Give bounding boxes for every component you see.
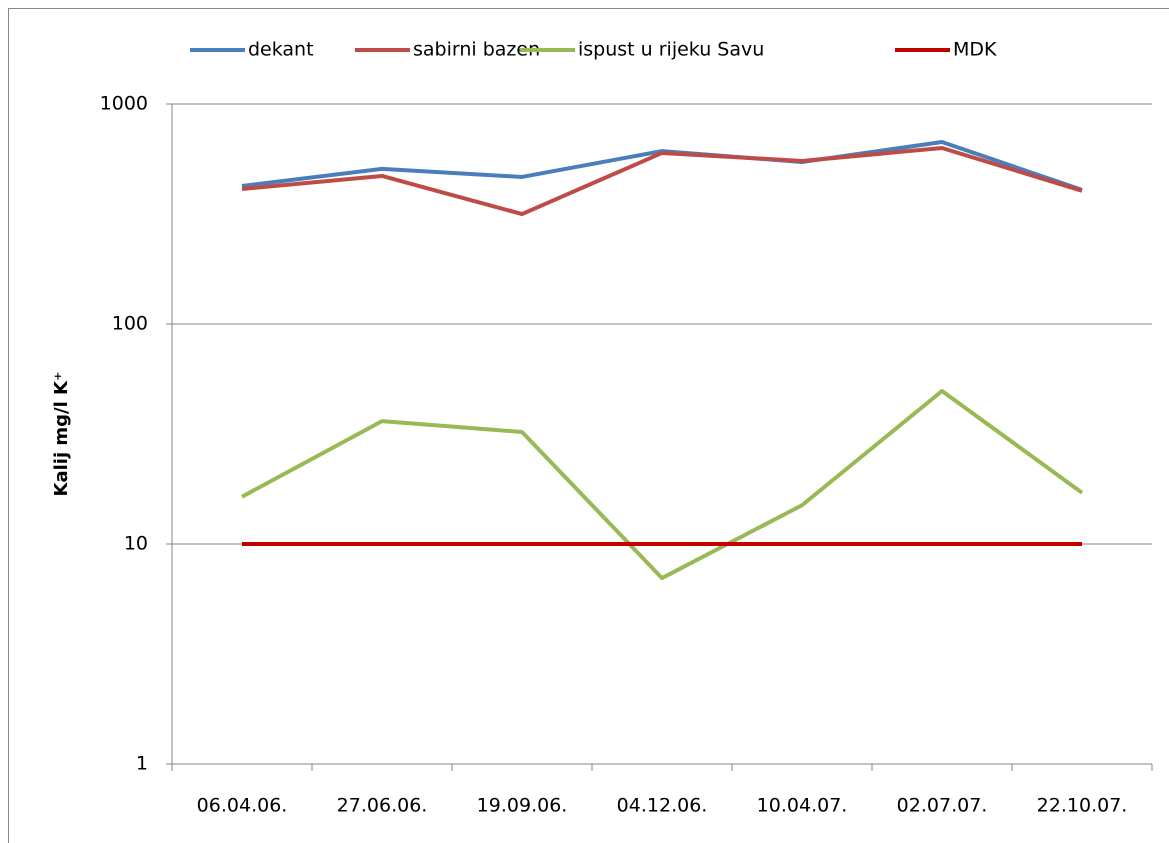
x-tick-label: 22.10.07.: [1037, 795, 1128, 817]
x-tick-label: 06.04.06.: [197, 795, 288, 817]
series-line: [241, 139, 1083, 192]
y-tick-label: 10: [124, 533, 148, 555]
x-tick-label: 27.06.06.: [337, 795, 428, 817]
x-tick-label: 19.09.06.: [477, 795, 568, 817]
legend-label: ispust u rijeku Savu: [578, 39, 764, 61]
y-tick-label: 1000: [100, 93, 148, 115]
x-tick-label: 10.04.07.: [757, 795, 848, 817]
legend-label: sabirni bazen: [413, 39, 540, 61]
y-tick-label: 100: [112, 313, 148, 335]
x-tick-label: 02.07.07.: [897, 795, 988, 817]
series-line: [241, 388, 1084, 581]
series-line: [241, 145, 1083, 217]
y-axis-label: Kalij mg/l K⁺: [51, 372, 72, 497]
y-tick-label: 1: [136, 753, 148, 775]
legend-label: dekant: [248, 39, 314, 61]
x-tick-label: 04.12.06.: [617, 795, 708, 817]
chart-border: [8, 8, 1169, 843]
legend-label: MDK: [953, 39, 997, 61]
